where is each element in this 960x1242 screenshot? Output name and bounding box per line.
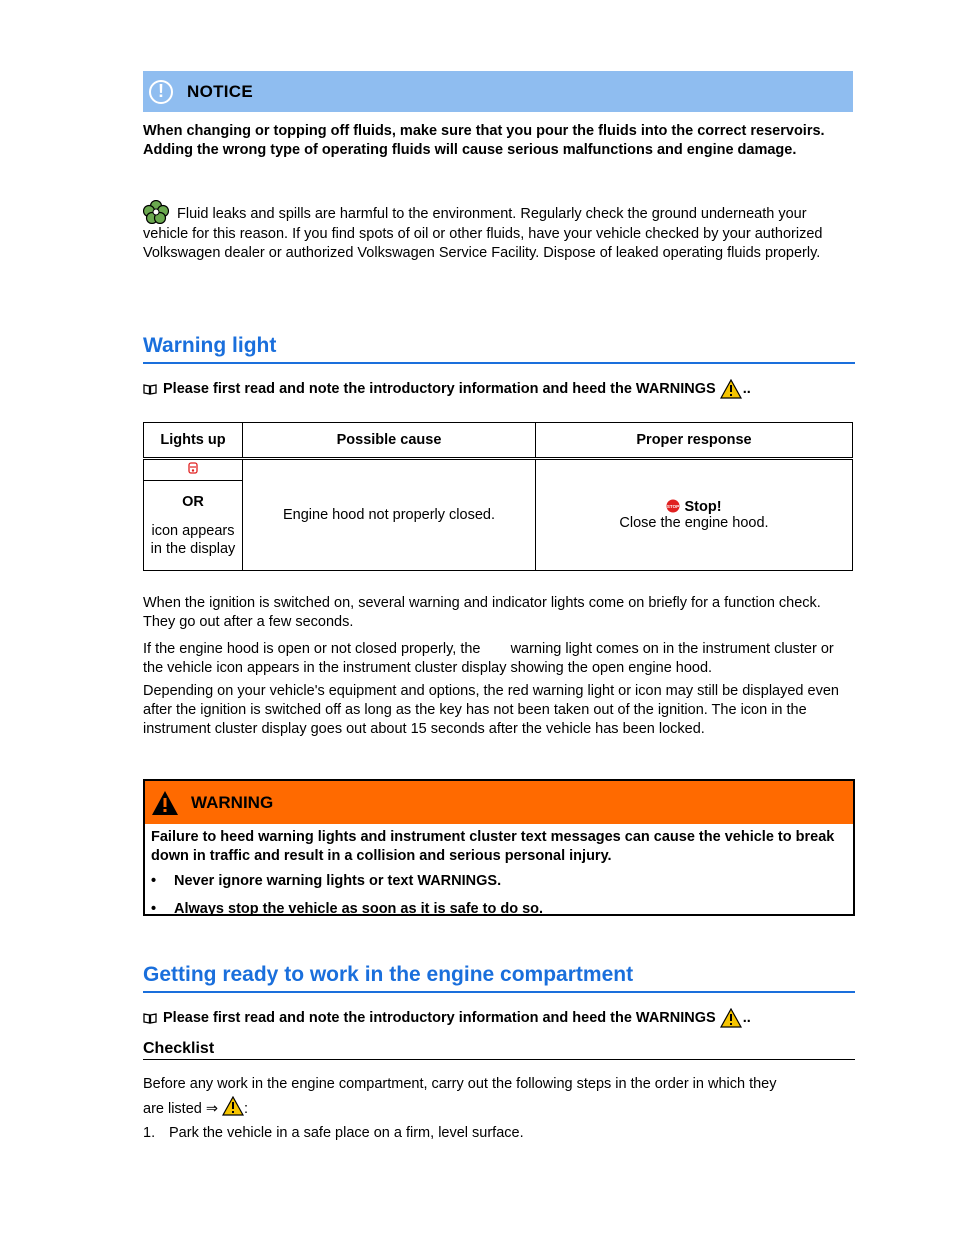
read-note: Please first read and note the introduct…: [143, 1008, 855, 1028]
book-icon: [143, 1013, 157, 1024]
section-heading: Warning light: [143, 334, 277, 357]
read-note-text: Please first read and note the introduct…: [163, 1010, 716, 1026]
environment-text: Fluid leaks and spills are harmful to th…: [143, 206, 823, 261]
checklist-intro-c: :: [244, 1101, 249, 1117]
read-note-suffix: ..: [742, 381, 751, 397]
section-warning-light: Warning light: [143, 334, 855, 364]
warning-header: WARNING: [145, 781, 853, 824]
paragraph-2-a: If the engine hood is open or not closed…: [143, 641, 481, 657]
or-icon-cell: OR icon appears in the display: [143, 480, 243, 571]
hood-warning-light-cell: [143, 458, 243, 481]
section-engine-compartment: Getting ready to work in the engine comp…: [143, 963, 855, 993]
list-item: • Always stop the vehicle as soon as it i…: [151, 901, 544, 917]
section-heading: Getting ready to work in the engine comp…: [143, 963, 634, 986]
warning-title: WARNING: [191, 792, 274, 812]
paragraph-1: When the ignition is switched on, severa…: [143, 595, 821, 630]
read-note: Please first read and note the introduct…: [143, 379, 855, 399]
icon-text: icon appears in the display: [150, 522, 236, 557]
checklist-heading: Checklist: [143, 1040, 215, 1057]
warning-triangle-icon[interactable]: [719, 1008, 742, 1028]
notice-header: ! NOTICE: [143, 71, 853, 112]
book-icon: [143, 384, 157, 395]
checklist-intro: Before any work in the engine compartmen…: [143, 1072, 843, 1121]
step-number: 1.: [143, 1125, 156, 1141]
read-note-text: Please first read and note the introduct…: [163, 381, 716, 397]
engine-hood-warning-icon: [188, 462, 198, 474]
warning-triangle-icon: [152, 790, 178, 815]
notice-text: When changing or topping off fluids, mak…: [143, 123, 825, 158]
paragraph-3: Depending on your vehicle's equipment an…: [143, 683, 839, 737]
stop-label: Stop!: [684, 499, 722, 515]
paragraph-2: If the engine hood is open or not closed…: [143, 640, 843, 678]
environment-note: Fluid leaks and spills are harmful to th…: [142, 199, 853, 264]
warning-box: WARNING Failure to heed warning lights a…: [143, 779, 855, 917]
warning-bullets: • Never ignore warning lights or text WAR…: [151, 872, 847, 919]
step-text: Park the vehicle in a safe place on a fi…: [169, 1125, 524, 1141]
notice-title: NOTICE: [187, 81, 254, 101]
warning-triangle-icon[interactable]: [222, 1095, 245, 1116]
cause-cell: Engine hood not properly closed.: [242, 458, 536, 571]
warning-body: Failure to heed warning lights and instr…: [145, 824, 853, 932]
warning-text: Failure to heed warning lights and instr…: [151, 829, 835, 864]
col-possible-cause: Possible cause: [242, 422, 536, 460]
response-text: Close the engine hood.: [619, 515, 769, 531]
warning-triangle-icon[interactable]: [719, 379, 742, 399]
or-label: OR: [182, 493, 204, 510]
warning-light-table: Lights up Possible cause Proper response…: [143, 422, 853, 571]
read-note-suffix: ..: [742, 1010, 751, 1026]
checklist-heading-wrap: Checklist: [143, 1040, 855, 1060]
checklist-intro-a: Before any work in the engine compartmen…: [143, 1076, 777, 1092]
paragraph-2-b: warning light comes on in the instrument…: [143, 641, 834, 676]
col-lights-up: Lights up: [143, 422, 243, 460]
checklist-intro-b: are listed ⇒: [143, 1101, 219, 1117]
response-cell: STOP Stop! Close the engine hood.: [535, 458, 853, 571]
exclamation-circle-icon: !: [149, 79, 173, 104]
stop-icon: STOP: [666, 499, 680, 513]
svg-text:STOP: STOP: [667, 504, 679, 509]
checklist-step-1: 1. Park the vehicle in a safe place on a…: [143, 1124, 843, 1143]
environment-flower-icon: [142, 199, 170, 225]
col-proper-response: Proper response: [535, 422, 853, 460]
list-item: • Never ignore warning lights or text WAR…: [151, 873, 502, 889]
